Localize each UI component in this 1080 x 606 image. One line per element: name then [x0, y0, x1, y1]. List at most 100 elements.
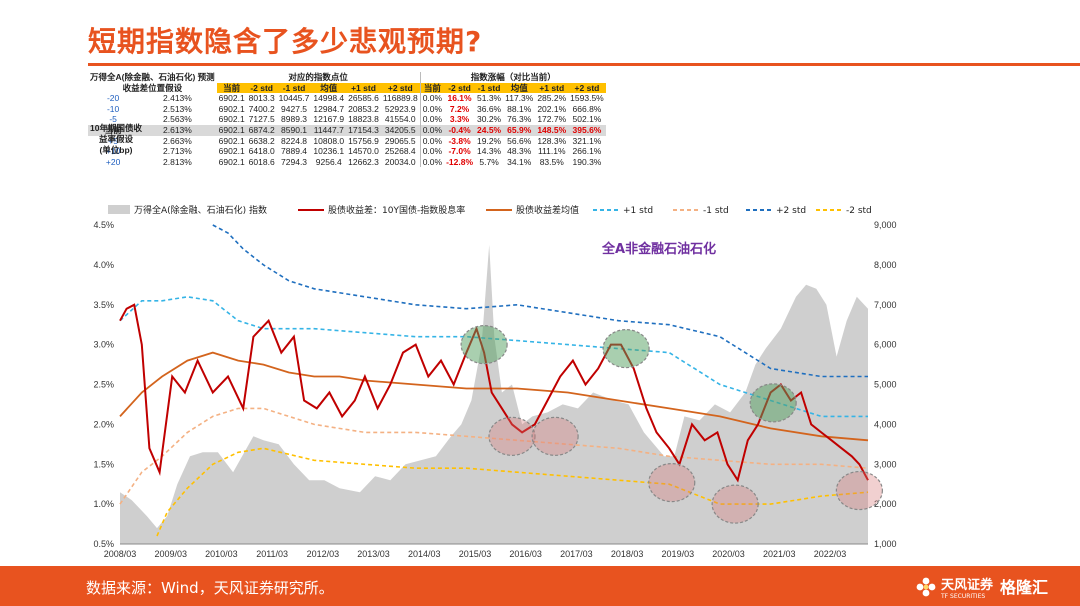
bp-shift-cell: +20: [105, 156, 121, 167]
index-change-cell: 56.6%: [507, 135, 532, 146]
column-header: -2 std: [246, 82, 277, 94]
index-level-cell: 8013.3: [248, 93, 275, 104]
column-header: -1 std: [276, 82, 312, 94]
index-level-cell: 34205.5: [380, 124, 421, 136]
index-level-cell: 20853.2: [348, 103, 379, 114]
index-change-cell: 128.3%: [537, 135, 567, 146]
mean-line: [119, 351, 869, 442]
y-right-tick-label: 9,000: [874, 220, 897, 230]
index-change-cell: 285.2%: [537, 93, 567, 104]
column-header: 当前: [419, 82, 445, 94]
bp-shift-cell: -20: [106, 93, 120, 104]
x-tick-label: 2011/03: [256, 549, 288, 559]
bp-shift-cell: +10: [105, 146, 121, 157]
projection-table: 万得全A(除金融、石油石化) 预测 对应的指数点位 指数涨幅（对比当前） 收益差…: [88, 72, 606, 168]
index-change-cell: 76.3%: [507, 114, 532, 125]
index-level-cell: 7127.5: [248, 114, 275, 125]
index-change-cell: 111.1%: [537, 146, 566, 157]
yield-spread-chart: 0.5% 1.0% 1.5% 2.0% 2.5% 3.0% 3.5% 4.0% 4.5% 1,00…: [93, 204, 897, 559]
y-left-tick-label: 4.5%: [93, 220, 114, 230]
y-left-tick-label: 2.0%: [93, 419, 114, 429]
legend-swatch: [108, 205, 130, 214]
table-group-change: 指数涨幅（对比当前）: [419, 72, 606, 83]
legend-label: -2 std: [846, 206, 872, 216]
index-change-cell: 172.7%: [537, 114, 567, 125]
plus-1std-line: [119, 295, 868, 418]
y-right-tick-label: 3,000: [874, 459, 897, 469]
peak-highlight-circle: [749, 383, 797, 423]
y-left-tick-label: 2.5%: [93, 380, 114, 390]
y-left-tick-label: 4.0%: [93, 260, 114, 270]
x-tick-label: 2019/03: [662, 549, 695, 559]
column-header: 均值: [503, 82, 536, 94]
tf-logo-text: 天风证券: [941, 578, 994, 593]
x-tick-label: 2020/03: [712, 549, 745, 559]
index-level-cell: 12167.9: [313, 114, 345, 125]
index-change-cell: 0.0%: [419, 135, 445, 147]
index-level-cell: 6018.6: [248, 156, 275, 167]
y-right-tick-label: 2,000: [874, 499, 897, 509]
yield-spread-line: [119, 303, 869, 483]
index-level-cell: 6902.1: [218, 146, 245, 157]
index-change-cell: -3.8%: [448, 135, 471, 146]
table-row: 当前 2.613% 6902.1 6874.2 8590.1 11447.7 17154.3…: [88, 124, 606, 136]
yield-assumption-label: 10年期国债收 益率假设 (单位bp): [82, 123, 150, 156]
index-change-cell: 395.6%: [568, 124, 606, 136]
trough-highlight-circle: [711, 484, 759, 524]
index-level-cell: 6638.2: [248, 135, 275, 146]
index-change-cell: 0.0%: [419, 124, 445, 136]
table-row: +10 2.713% 6902.1 6418.0 7889.4 10236.1 14570.…: [88, 146, 606, 157]
index-level-cell: 14998.4: [313, 93, 345, 104]
index-change-cell: 0.0%: [419, 156, 445, 168]
table-row: -5 2.563% 6902.1 7127.5 8989.3 12167.9 18823.8…: [88, 114, 606, 125]
x-tick-label: 2008/03: [104, 549, 137, 559]
y-left-tick-label: 1.5%: [93, 459, 114, 469]
table-corner-title: 万得全A(除金融、石油石化) 预测: [90, 72, 215, 82]
y-right-tick-label: 8,000: [874, 260, 897, 270]
index-change-cell: 1593.5%: [570, 93, 604, 104]
index-change-cell: 24.5%: [475, 124, 504, 136]
index-change-cell: 266.1%: [572, 146, 602, 157]
column-header: +2 std: [568, 82, 606, 94]
legend-label: 股债收益差均值: [516, 204, 579, 216]
gelonghui-logo: 格隆汇: [1000, 574, 1048, 598]
trough-highlight-circle: [531, 416, 579, 456]
index-change-cell: -7.0%: [448, 146, 471, 157]
index-change-cell: 0.0%: [419, 114, 445, 125]
yield-cell: 2.813%: [163, 156, 192, 167]
table-corner-sub: 收益差位置假设: [122, 82, 183, 93]
x-tick-label: 2017/03: [560, 549, 593, 559]
yield-cell: 2.563%: [163, 114, 192, 125]
index-change-cell: 3.3%: [449, 114, 470, 125]
yield-assumption-label-line: 益率假设: [98, 134, 133, 144]
trough-highlight-circle: [488, 416, 536, 456]
x-tick-label: 2013/03: [357, 549, 390, 559]
index-change-cell: 19.2%: [477, 135, 502, 146]
index-level-cell: 7400.2: [248, 103, 275, 114]
table-group-index: 对应的指数点位: [288, 72, 348, 82]
table-row: +20 2.813% 6902.1 6018.6 7294.3 9256.4 12662.3…: [88, 156, 606, 168]
index-change-cell: 117.3%: [505, 93, 534, 104]
title-divider: [88, 63, 1080, 66]
minus-2std-line: [156, 447, 869, 537]
yield-cell: 2.413%: [163, 93, 192, 104]
table-row: +5 2.663% 6902.1 6638.2 8224.8 10808.0 15756.9…: [88, 135, 606, 147]
table-group-header-row: 万得全A(除金融、石油石化) 预测 对应的指数点位 指数涨幅（对比当前）: [88, 72, 606, 83]
index-change-cell: -0.4%: [444, 124, 476, 136]
legend-label: +1 std: [623, 206, 653, 216]
legend-label: 万得全A(除金融、石油石化) 指数: [134, 204, 267, 216]
index-level-cell: 9427.5: [281, 103, 308, 114]
y-left-tick-label: 3.0%: [93, 340, 114, 350]
index-change-cell: 190.3%: [572, 156, 602, 167]
table-column-header-row: 收益差位置假设 当前 -2 std -1 std 均值 +1 std +2 st…: [88, 82, 606, 94]
index-change-cell: 30.2%: [477, 114, 502, 125]
table-row: -20 2.413% 6902.1 8013.3 10445.7 14998.4 26585…: [88, 93, 606, 104]
x-tick-label: 2016/03: [509, 549, 542, 559]
index-change-cell: -12.8%: [446, 156, 474, 167]
index-change-cell: 34.1%: [507, 156, 532, 167]
index-change-cell: 14.3%: [477, 146, 502, 157]
index-level-cell: 52923.9: [384, 103, 416, 114]
column-header: -2 std: [444, 82, 476, 94]
y-right-tick-label: 6,000: [874, 340, 897, 350]
index-level-cell: 15756.9: [348, 135, 379, 146]
